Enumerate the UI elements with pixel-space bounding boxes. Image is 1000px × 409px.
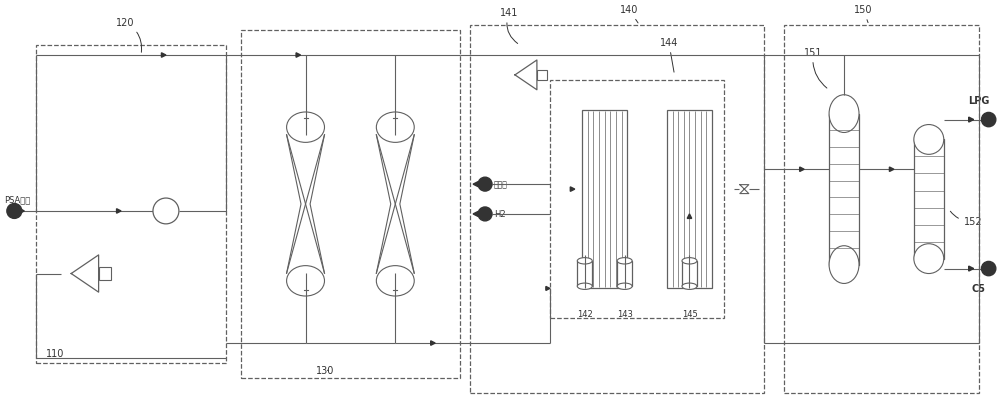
Circle shape bbox=[153, 198, 179, 224]
Polygon shape bbox=[800, 168, 804, 172]
Bar bbox=[682, 261, 697, 287]
Ellipse shape bbox=[376, 113, 414, 143]
Bar bbox=[99, 267, 111, 280]
Ellipse shape bbox=[617, 283, 632, 290]
Text: 140: 140 bbox=[620, 5, 638, 24]
Polygon shape bbox=[687, 214, 692, 219]
Polygon shape bbox=[117, 209, 121, 213]
Circle shape bbox=[7, 204, 22, 219]
Bar bbox=[36, 46, 226, 363]
Text: 120: 120 bbox=[116, 18, 142, 53]
Text: H2: H2 bbox=[494, 210, 506, 219]
Text: 143: 143 bbox=[617, 309, 633, 318]
Polygon shape bbox=[515, 61, 537, 90]
Bar bbox=[550, 81, 724, 319]
Ellipse shape bbox=[829, 96, 859, 133]
Polygon shape bbox=[296, 54, 301, 58]
Bar bbox=[470, 26, 764, 393]
Polygon shape bbox=[71, 255, 99, 292]
Bar bbox=[241, 31, 460, 378]
Bar bbox=[537, 71, 547, 81]
Polygon shape bbox=[19, 209, 24, 214]
Ellipse shape bbox=[376, 266, 414, 296]
Text: 151: 151 bbox=[804, 48, 827, 89]
Polygon shape bbox=[473, 182, 479, 187]
Polygon shape bbox=[161, 54, 166, 58]
Polygon shape bbox=[473, 212, 479, 217]
Text: LPG: LPG bbox=[968, 95, 989, 106]
Text: PSA尾气: PSA尾气 bbox=[4, 195, 31, 204]
Ellipse shape bbox=[914, 125, 944, 155]
Text: 144: 144 bbox=[660, 38, 678, 73]
Bar bbox=[914, 140, 944, 259]
Ellipse shape bbox=[682, 258, 697, 264]
Text: C5: C5 bbox=[972, 284, 986, 294]
Text: 110: 110 bbox=[46, 348, 65, 358]
Bar bbox=[784, 26, 979, 393]
Polygon shape bbox=[570, 187, 575, 192]
Ellipse shape bbox=[914, 244, 944, 274]
Text: 燃料气: 燃料气 bbox=[494, 180, 508, 189]
Text: 141: 141 bbox=[500, 8, 518, 45]
Text: 142: 142 bbox=[577, 309, 593, 318]
Bar bbox=[577, 261, 592, 287]
Ellipse shape bbox=[577, 258, 592, 264]
Text: 145: 145 bbox=[682, 309, 697, 318]
Polygon shape bbox=[969, 266, 974, 272]
Circle shape bbox=[478, 207, 492, 221]
Polygon shape bbox=[431, 341, 435, 346]
Ellipse shape bbox=[287, 266, 324, 296]
Circle shape bbox=[981, 113, 996, 128]
Text: 130: 130 bbox=[316, 365, 334, 375]
Circle shape bbox=[981, 262, 996, 276]
Bar bbox=[829, 115, 859, 265]
Ellipse shape bbox=[577, 283, 592, 290]
Ellipse shape bbox=[682, 283, 697, 290]
Bar bbox=[582, 110, 627, 289]
Text: 150: 150 bbox=[854, 5, 873, 24]
Ellipse shape bbox=[617, 258, 632, 264]
Polygon shape bbox=[546, 287, 550, 291]
Bar bbox=[667, 110, 712, 289]
Ellipse shape bbox=[287, 113, 324, 143]
Circle shape bbox=[478, 178, 492, 192]
Ellipse shape bbox=[829, 246, 859, 284]
Polygon shape bbox=[889, 168, 894, 172]
Polygon shape bbox=[969, 118, 974, 123]
Text: 152: 152 bbox=[950, 212, 982, 226]
Bar bbox=[617, 261, 632, 287]
